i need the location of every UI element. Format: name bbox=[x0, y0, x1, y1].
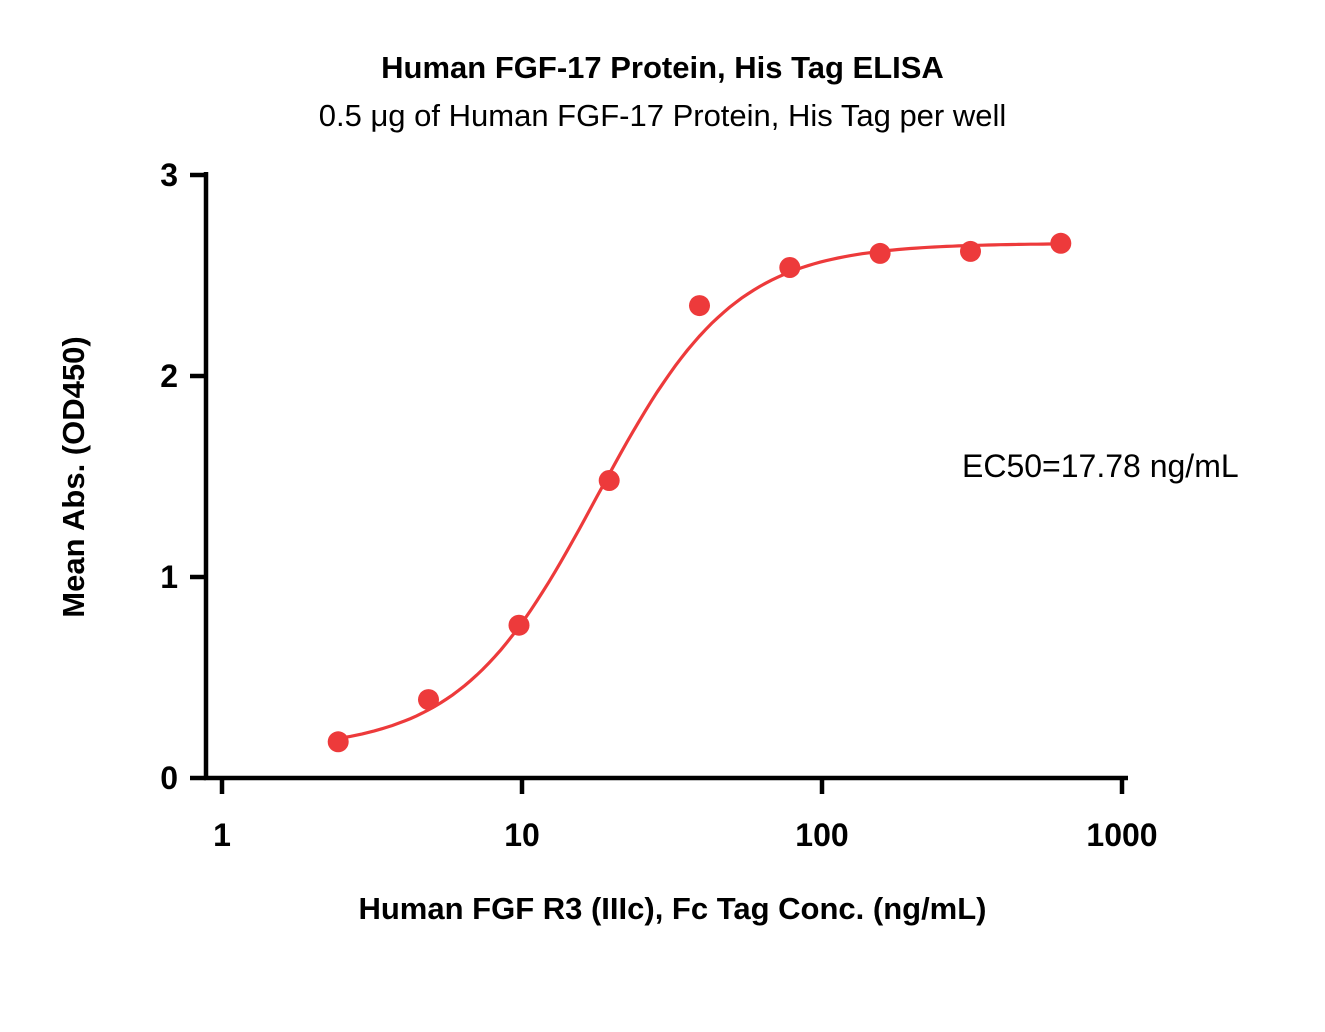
data-point bbox=[508, 614, 530, 636]
data-point bbox=[779, 257, 801, 278]
data-point bbox=[960, 240, 981, 262]
data-point bbox=[869, 242, 891, 264]
data-point bbox=[327, 731, 349, 753]
data-point bbox=[598, 470, 620, 491]
y-axis-title: Mean Abs. (OD450) bbox=[56, 336, 91, 618]
x-tick-label: 100 bbox=[795, 817, 848, 853]
data-point bbox=[418, 689, 439, 711]
fit-curve bbox=[337, 242, 1061, 741]
x-tick-label: 1 bbox=[213, 817, 231, 853]
x-tick-label: 1000 bbox=[1086, 817, 1157, 853]
y-tick-label: 0 bbox=[160, 760, 178, 796]
y-tick-label: 2 bbox=[160, 358, 178, 394]
chart-subtitle: 0.5 μg of Human FGF-17 Protein, His Tag … bbox=[318, 98, 1007, 133]
data-point bbox=[689, 295, 710, 317]
y-tick-label: 1 bbox=[160, 559, 178, 595]
x-tick-label: 10 bbox=[504, 817, 540, 853]
ec50-annotation: EC50=17.78 ng/mL bbox=[962, 448, 1239, 484]
chart-title: Human FGF-17 Protein, His Tag ELISA bbox=[381, 50, 944, 85]
x-axis-title: Human FGF R3 (IIIc), Fc Tag Conc. (ng/mL… bbox=[358, 891, 987, 926]
data-point bbox=[1050, 232, 1072, 254]
y-tick-label: 3 bbox=[160, 157, 178, 193]
